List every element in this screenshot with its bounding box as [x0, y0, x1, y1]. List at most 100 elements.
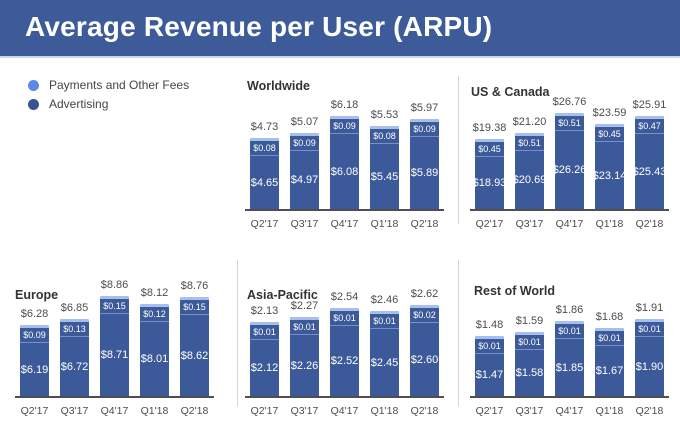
total-label: $23.59 [592, 107, 627, 119]
payments-label: $0.01 [595, 331, 624, 346]
bar-group: $1.48 $0.01 $1.47 [475, 319, 504, 396]
total-label: $2.27 [290, 300, 319, 312]
advertising-label: $23.14 [592, 169, 627, 182]
bars-row: $2.13 $0.01 $2.12 $2.27 $0.01 $2.26 $2.54 $0.01… [245, 288, 444, 398]
payments-segment [250, 322, 279, 325]
advertising-label: $25.43 [632, 165, 667, 178]
chart-title: Asia-Pacific [247, 288, 318, 302]
payments-label: $0.01 [330, 311, 359, 326]
stacked-bar: $0.01 $1.85 [555, 321, 584, 396]
payments-segment [515, 332, 544, 335]
bar-group: $23.59 $0.45 $23.14 [592, 107, 627, 209]
payments-segment [555, 113, 584, 116]
advertising-label: $8.71 [100, 349, 129, 361]
payments-label: $0.01 [515, 335, 544, 350]
chart-title: US & Canada [471, 85, 550, 99]
advertising-label: $2.45 [370, 356, 399, 369]
payments-label: $0.01 [370, 314, 399, 329]
bars-row: $6.28 $0.09 $6.19 $6.85 $0.13 $6.72 $8.86 $0.15… [15, 279, 214, 398]
stacked-bar: $0.45 $23.14 [592, 124, 627, 209]
x-axis-label: Q3'17 [290, 405, 319, 417]
advertising-label: $1.47 [475, 369, 504, 381]
total-label: $2.62 [410, 288, 439, 300]
x-axis-labels: Q2'17 Q3'17 Q4'17 Q1'18 Q2'18 [470, 218, 669, 230]
payments-label: $0.01 [250, 325, 279, 340]
page-title: Average Revenue per User (ARPU) [25, 11, 493, 42]
advertising-label: $2.52 [330, 355, 359, 367]
total-label: $1.48 [475, 319, 504, 331]
x-axis-label: Q1'18 [595, 218, 624, 230]
payments-label: $0.15 [180, 300, 209, 315]
x-axis-label: Q2'17 [20, 405, 49, 417]
payments-segment [20, 325, 49, 328]
x-axis-labels: Q2'17 Q3'17 Q4'17 Q1'18 Q2'18 [470, 405, 669, 417]
payments-segment [250, 138, 279, 141]
chart-plot-area: $6.28 $0.09 $6.19 $6.85 $0.13 $6.72 $8.86 $0.15… [15, 279, 214, 417]
x-axis-labels: Q2'17 Q3'17 Q4'17 Q1'18 Q2'18 [15, 405, 214, 417]
payments-label: $0.15 [100, 299, 129, 314]
payments-label: $0.09 [330, 119, 359, 134]
bar-group: $6.18 $0.09 $6.08 [330, 99, 359, 209]
bar-group: $26.76 $0.51 $26.26 [552, 96, 587, 209]
charts-grid: Payments and Other Fees Advertising Worl… [0, 58, 680, 425]
x-axis-label: Q3'17 [515, 405, 544, 417]
payments-segment [180, 297, 209, 300]
stacked-bar: $0.15 $8.62 [180, 297, 209, 396]
payments-segment [410, 305, 439, 308]
total-label: $6.18 [330, 99, 359, 111]
payments-legend-dot-icon [28, 79, 39, 91]
legend-item-advertising: Advertising [28, 97, 189, 111]
advertising-label: $6.72 [60, 360, 89, 373]
advertising-label: $8.62 [180, 349, 209, 362]
payments-segment [635, 319, 664, 322]
payments-segment [595, 124, 624, 127]
payments-label: $0.47 [635, 119, 664, 134]
x-axis-label: Q1'18 [370, 405, 399, 417]
payments-label: $0.01 [475, 339, 504, 354]
bar-group: $5.07 $0.09 $4.97 [290, 116, 319, 209]
chart-panel-asia-pacific: Asia-Pacific $2.13 $0.01 $2.12 $2.27 $0.01 $2.… [237, 242, 458, 425]
x-axis-label: Q1'18 [140, 405, 169, 417]
stacked-bar: $0.08 $4.65 [250, 138, 279, 209]
advertising-label: $4.97 [290, 174, 319, 186]
bar-group: $1.91 $0.01 $1.90 [635, 302, 664, 396]
total-label: $26.76 [552, 96, 587, 108]
total-label: $8.86 [100, 279, 129, 291]
x-axis-label: Q3'17 [515, 218, 544, 230]
advertising-label: $8.01 [140, 353, 169, 365]
stacked-bar: $0.01 $2.26 [290, 317, 319, 396]
payments-segment [140, 304, 169, 307]
bars-row: $19.38 $0.45 $18.93 $21.20 $0.51 $20.69 $26.76… [470, 96, 669, 211]
x-axis-label: Q2'18 [410, 405, 439, 417]
bar-group: $2.62 $0.02 $2.60 [410, 288, 439, 396]
x-axis-label: Q2'18 [635, 405, 664, 417]
payments-segment [475, 139, 504, 142]
total-label: $5.53 [370, 109, 399, 121]
total-label: $2.54 [330, 291, 359, 303]
total-label: $1.68 [595, 311, 624, 323]
payments-label: $0.09 [20, 328, 49, 343]
payments-label: $0.51 [515, 136, 544, 151]
payments-label: $0.45 [475, 142, 504, 157]
stacked-bar: $0.51 $20.69 [513, 133, 546, 209]
stacked-bar: $0.13 $6.72 [60, 319, 89, 396]
advertising-label: $5.89 [410, 167, 439, 179]
total-label: $2.13 [250, 305, 279, 317]
payments-label: $0.09 [410, 122, 439, 137]
advertising-label: $5.45 [370, 170, 399, 183]
bar-group: $2.13 $0.01 $2.12 [250, 305, 279, 396]
payments-label: $0.45 [595, 127, 624, 142]
chart-plot-area: $1.48 $0.01 $1.47 $1.59 $0.01 $1.58 $1.86 $0.01… [470, 302, 669, 417]
advertising-label: $6.19 [20, 363, 49, 376]
payments-label: $0.01 [555, 324, 584, 339]
stacked-bar: $0.01 $1.67 [595, 328, 624, 396]
bars-row: $1.48 $0.01 $1.47 $1.59 $0.01 $1.58 $1.86 $0.01… [470, 302, 669, 398]
x-axis-label: Q4'17 [555, 218, 584, 230]
chart-plot-area: $2.13 $0.01 $2.12 $2.27 $0.01 $2.26 $2.54 $0.01… [245, 288, 444, 417]
x-axis-label: Q2'17 [250, 218, 279, 230]
stacked-bar: $0.15 $8.71 [100, 296, 129, 396]
x-axis-label: Q4'17 [100, 405, 129, 417]
x-axis-label: Q3'17 [290, 218, 319, 230]
payments-label: $0.08 [370, 129, 399, 144]
total-label: $6.85 [60, 302, 89, 314]
